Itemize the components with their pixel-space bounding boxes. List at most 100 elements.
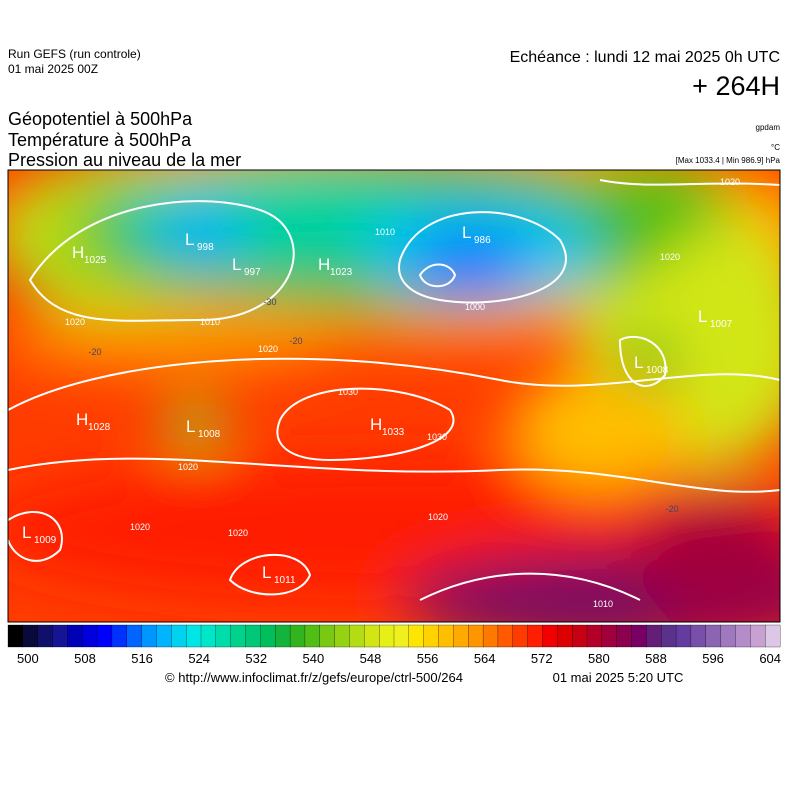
colorbar-cell — [482, 624, 499, 648]
title: Géopotentiel à 500hPa — [8, 109, 193, 129]
colorbar-label: 532 — [245, 651, 267, 666]
colorbar-label: 604 — [759, 651, 781, 666]
colorbar-cell — [646, 624, 662, 648]
issue-time: 01 mai 2025 5:20 UTC — [553, 670, 684, 685]
colorbar-cell — [765, 624, 781, 648]
unit-label: [Max 1033.4 | Min 986.9] hPa — [676, 156, 781, 165]
colorbar-cell — [408, 624, 425, 648]
colorbar-cell — [735, 624, 751, 648]
isobar-label: 1020 — [178, 462, 198, 472]
isobar-label: 1010 — [593, 599, 613, 609]
colorbar-cell — [512, 624, 529, 648]
center-letter: H — [72, 243, 84, 262]
isobar-label: -20 — [665, 504, 678, 514]
center-pressure: 1011 — [274, 575, 296, 586]
colorbar-label: 508 — [74, 651, 96, 666]
title: Pression au niveau de la mer — [8, 150, 241, 170]
colorbar-cell — [364, 624, 380, 648]
unit-label: gpdam — [756, 123, 781, 132]
colorbar-cell — [542, 624, 558, 648]
colorbar-cell — [171, 624, 187, 648]
colorbar-cell — [319, 624, 336, 648]
colorbar-cell — [393, 624, 410, 648]
source: © http://www.infoclimat.fr/z/gefs/europe… — [165, 670, 463, 685]
colorbar-cell — [67, 624, 83, 648]
colorbar-label: 516 — [131, 651, 153, 666]
colorbar-cell — [349, 624, 365, 648]
colorbar-cell — [423, 624, 439, 648]
colorbar-cell — [111, 624, 128, 648]
colorbar-cell — [601, 624, 618, 648]
colorbar-label: 564 — [474, 651, 496, 666]
run-date: 01 mai 2025 00Z — [8, 62, 98, 76]
isobar-label: -20 — [289, 336, 302, 346]
center-pressure: 1025 — [84, 255, 107, 266]
center-letter: H — [370, 415, 382, 434]
center-letter: L — [186, 417, 195, 436]
colorbar-cell — [631, 624, 647, 648]
colorbar-cell — [616, 624, 632, 648]
colorbar-label: 524 — [188, 651, 210, 666]
colorbar-cell — [22, 624, 39, 648]
colorbar-label: 540 — [303, 651, 325, 666]
colorbar-label: 588 — [645, 651, 667, 666]
center-letter: H — [76, 410, 88, 429]
isobar-label: 1030 — [427, 432, 447, 442]
colorbar-cell — [82, 624, 98, 648]
colorbar-cell — [141, 624, 157, 648]
isobar-label: 1020 — [130, 522, 150, 532]
center-pressure: 1007 — [710, 319, 733, 330]
colorbar-cell — [260, 624, 276, 648]
center-pressure: 986 — [474, 235, 491, 246]
colorbar-cell — [572, 624, 588, 648]
center-letter: L — [698, 307, 707, 326]
colorbar-cell — [661, 624, 677, 648]
isobar-label: 1020 — [428, 512, 448, 522]
isobar-label: 1020 — [720, 177, 740, 187]
isobar-label: 1020 — [258, 344, 278, 354]
colorbar-cell — [453, 624, 469, 648]
center-letter: L — [185, 230, 194, 249]
colorbar-cell — [690, 624, 707, 648]
isobar-label: 1010 — [375, 227, 395, 237]
colorbar-cell — [275, 624, 291, 648]
colorbar-cell — [468, 624, 484, 648]
isobar-label: 1020 — [660, 252, 680, 262]
echeance: Echéance : lundi 12 mai 2025 0h UTC — [510, 49, 780, 66]
colorbar-cell — [245, 624, 261, 648]
run-label: Run GEFS (run controle) — [8, 47, 141, 61]
center-pressure: 1023 — [330, 267, 353, 278]
colorbar-cell — [334, 624, 350, 648]
colorbar-label: 572 — [531, 651, 553, 666]
colorbar-cell — [705, 624, 722, 648]
center-letter: L — [634, 353, 643, 372]
colorbar-label: 596 — [702, 651, 724, 666]
isobar-label: -30 — [263, 297, 276, 307]
colorbar-cell — [126, 624, 143, 648]
colorbar-cell — [720, 624, 736, 648]
lead-time: + 264H — [692, 71, 780, 101]
colorbar-cell — [304, 624, 321, 648]
colorbar-cell — [438, 624, 454, 648]
isobar-label: -20 — [88, 347, 101, 357]
isobar-label: 1020 — [228, 528, 248, 538]
isobar-label: 1010 — [200, 317, 220, 327]
colorbar-cell — [96, 624, 113, 648]
title: Température à 500hPa — [8, 130, 192, 150]
center-pressure: 1028 — [88, 422, 111, 433]
center-letter: H — [318, 255, 330, 274]
colorbar-label: 580 — [588, 651, 610, 666]
colorbar-cell — [289, 624, 306, 648]
colorbar-cell — [52, 624, 68, 648]
colorbar-cell — [379, 624, 395, 648]
colorbar-cell — [750, 624, 766, 648]
map — [8, 170, 780, 622]
isobar-label: 1000 — [465, 302, 485, 312]
center-pressure: 998 — [197, 242, 214, 253]
colorbar-cell — [37, 624, 53, 648]
center-letter: L — [262, 563, 271, 582]
center-pressure: 1033 — [382, 427, 405, 438]
colorbar-label: 548 — [360, 651, 382, 666]
